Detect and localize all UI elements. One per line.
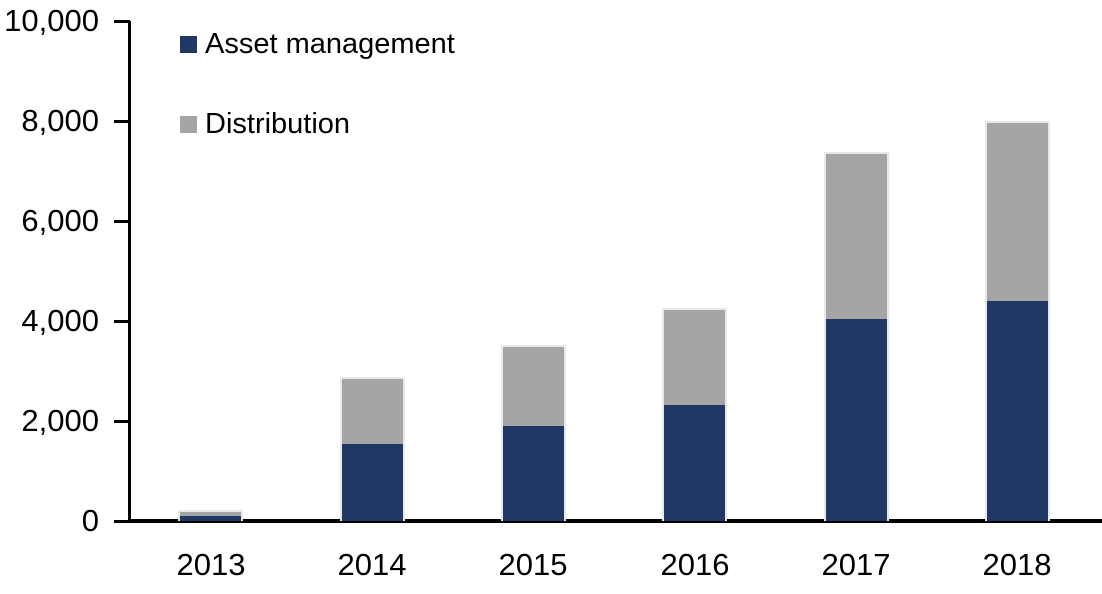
bar-segment-distribution-2017 [826, 154, 887, 320]
legend-label-distribution: Distribution [205, 108, 351, 140]
y-axis-tick-label: 4,000 [21, 303, 99, 338]
y-axis-tick-label: 2,000 [21, 403, 99, 438]
bar-segment-asset-management-2017 [826, 319, 887, 521]
bar-segment-asset-management-2018 [987, 301, 1048, 521]
legend-item-asset-management: Asset management [180, 29, 455, 60]
bar-stack-2018 [985, 121, 1050, 521]
legend-label-asset-management: Asset management [205, 28, 455, 60]
bar-stack-2017 [824, 152, 889, 521]
y-axis-tick [114, 520, 130, 523]
y-axis-tick [114, 220, 130, 223]
y-axis-tick-label: 0 [81, 503, 99, 538]
x-axis-category-label: 2013 [176, 547, 246, 582]
legend: Asset management Distribution [180, 29, 455, 140]
y-axis-tick [114, 20, 130, 23]
legend-item-distribution: Distribution [180, 109, 455, 140]
legend-swatch-asset-management [180, 36, 197, 53]
y-axis-tick-label: 6,000 [21, 203, 99, 238]
bar-stack-2015 [501, 345, 566, 521]
x-axis-category-label: 2015 [498, 547, 568, 582]
bar-segment-distribution-2013 [180, 512, 241, 517]
bar-segment-distribution-2018 [987, 123, 1048, 302]
bar-stack-2016 [662, 308, 727, 521]
bar-segment-distribution-2016 [664, 310, 725, 406]
bar-segment-distribution-2015 [503, 347, 564, 427]
y-axis-tick-label: 10,000 [4, 3, 99, 38]
x-axis-line [128, 519, 1102, 523]
x-axis-category-label: 2018 [982, 547, 1052, 582]
y-axis-tick [114, 320, 130, 323]
x-axis-category-label: 2016 [660, 547, 730, 582]
y-axis-tick [114, 420, 130, 423]
bar-segment-asset-management-2013 [180, 516, 241, 521]
bar-segment-distribution-2014 [342, 379, 403, 445]
y-axis-tick [114, 120, 130, 123]
legend-swatch-distribution [180, 116, 197, 133]
bar-segment-asset-management-2015 [503, 426, 564, 521]
y-axis-tick-label: 8,000 [21, 103, 99, 138]
bar-stack-2013 [178, 510, 243, 521]
bar-segment-asset-management-2016 [664, 405, 725, 521]
x-axis-category-label: 2017 [821, 547, 891, 582]
bar-segment-asset-management-2014 [342, 444, 403, 521]
y-axis-line [128, 21, 131, 522]
x-axis-category-label: 2014 [337, 547, 407, 582]
bar-stack-2014 [340, 377, 405, 521]
